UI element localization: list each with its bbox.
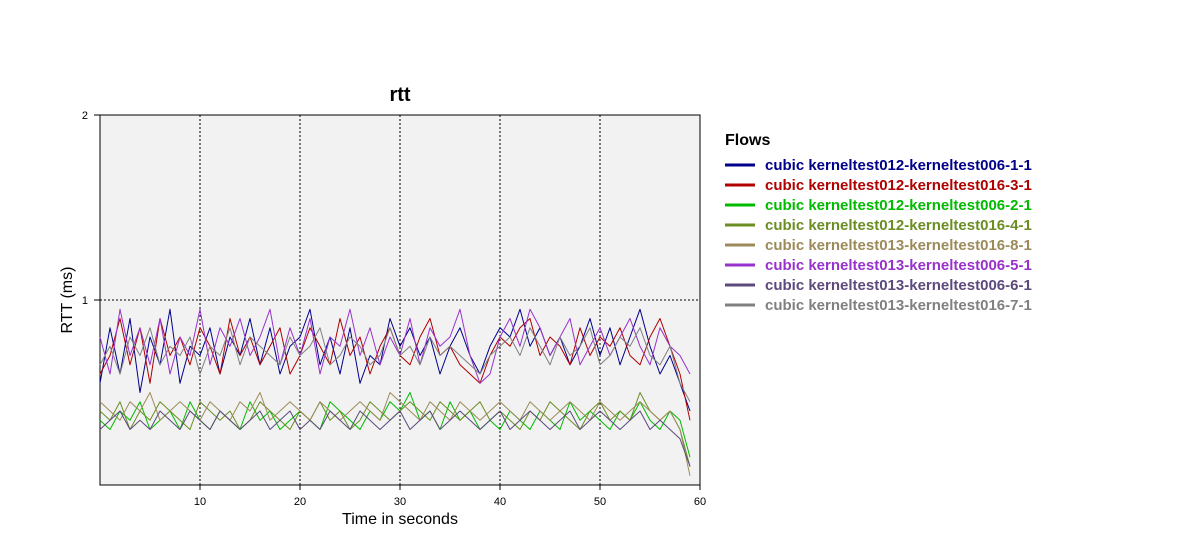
legend-label: cubic kerneltest012-kerneltest006-2-1 — [765, 197, 1032, 214]
x-axis-title: Time in seconds — [342, 511, 458, 528]
x-tick-label: 20 — [294, 496, 306, 508]
legend: cubic kerneltest012-kerneltest006-1-1 cub… — [725, 157, 1032, 314]
series-line-8 — [99, 327, 691, 403]
legend-title: Flows — [725, 132, 770, 149]
x-tick-label: 10 — [194, 496, 206, 508]
axis-ticks: 10 20 30 40 50 60 1 2 — [82, 110, 706, 508]
legend-label: cubic kerneltest012-kerneltest016-4-1 — [765, 217, 1032, 234]
series-line-1 — [99, 308, 691, 412]
y-tick-label: 2 — [82, 110, 88, 122]
series-line-7 — [99, 410, 691, 467]
legend-label: cubic kerneltest013-kerneltest006-5-1 — [765, 257, 1032, 274]
series-line-6 — [99, 308, 691, 384]
series-line-3 — [99, 392, 691, 458]
legend-label: cubic kerneltest012-kerneltest016-3-1 — [765, 177, 1032, 194]
series-layer — [99, 308, 691, 476]
grid-lines — [100, 115, 700, 485]
x-tick-label: 50 — [594, 496, 606, 508]
chart-title: rtt — [389, 84, 410, 106]
legend-label: cubic kerneltest013-kerneltest006-6-1 — [765, 277, 1032, 294]
x-tick-label: 30 — [394, 496, 406, 508]
y-axis-title: RTT (ms) — [59, 267, 76, 334]
y-tick-label: 1 — [82, 295, 88, 307]
legend-label: cubic kerneltest013-kerneltest016-7-1 — [765, 297, 1032, 314]
x-tick-label: 60 — [694, 496, 706, 508]
x-tick-label: 40 — [494, 496, 506, 508]
legend-label: cubic kerneltest012-kerneltest006-1-1 — [765, 157, 1032, 174]
legend-label: cubic kerneltest013-kerneltest016-8-1 — [765, 237, 1032, 254]
